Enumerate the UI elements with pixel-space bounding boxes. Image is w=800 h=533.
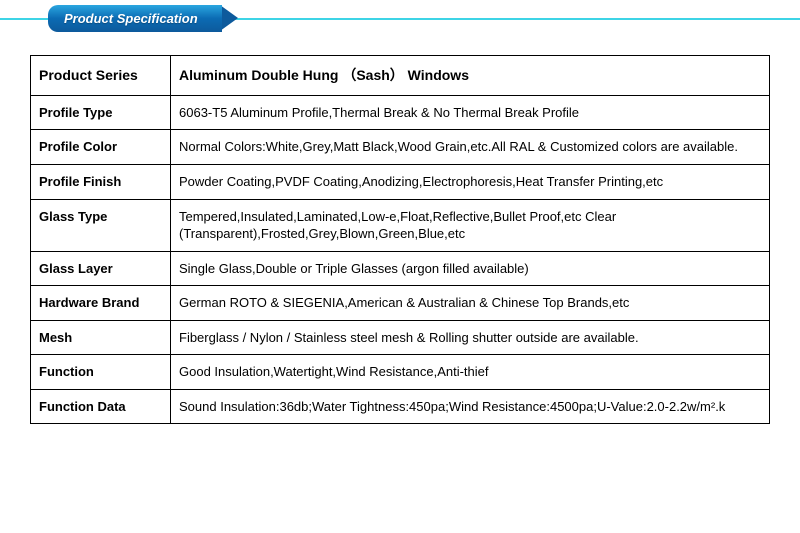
table-row: Profile FinishPowder Coating,PVDF Coatin…: [31, 164, 770, 199]
row-label: Glass Type: [31, 199, 171, 251]
row-label: Function Data: [31, 389, 171, 424]
table-row: Profile ColorNormal Colors:White,Grey,Ma…: [31, 130, 770, 165]
row-value: German ROTO & SIEGENIA,American & Austra…: [171, 286, 770, 321]
table-row: Profile Type6063-T5 Aluminum Profile,The…: [31, 95, 770, 130]
table-row: Glass LayerSingle Glass,Double or Triple…: [31, 251, 770, 286]
row-value: Single Glass,Double or Triple Glasses (a…: [171, 251, 770, 286]
table-title-label: Product Series: [31, 56, 171, 96]
section-badge-label: Product Specification: [48, 5, 222, 32]
row-label: Profile Type: [31, 95, 171, 130]
row-label: Mesh: [31, 320, 171, 355]
row-value: Fiberglass / Nylon / Stainless steel mes…: [171, 320, 770, 355]
section-badge-arrow-icon: [220, 5, 238, 31]
table-row: Hardware BrandGerman ROTO & SIEGENIA,Ame…: [31, 286, 770, 321]
header: Product Specification: [0, 0, 800, 40]
row-label: Glass Layer: [31, 251, 171, 286]
row-value: Powder Coating,PVDF Coating,Anodizing,El…: [171, 164, 770, 199]
specification-table-body: Product SeriesAluminum Double Hung （Sash…: [31, 56, 770, 424]
row-label: Function: [31, 355, 171, 390]
specification-table: Product SeriesAluminum Double Hung （Sash…: [30, 55, 770, 424]
row-label: Profile Color: [31, 130, 171, 165]
table-row: FunctionGood Insulation,Watertight,Wind …: [31, 355, 770, 390]
row-value: Normal Colors:White,Grey,Matt Black,Wood…: [171, 130, 770, 165]
row-value: Good Insulation,Watertight,Wind Resistan…: [171, 355, 770, 390]
table-row: MeshFiberglass / Nylon / Stainless steel…: [31, 320, 770, 355]
table-row: Function DataSound Insulation:36db;Water…: [31, 389, 770, 424]
row-label: Hardware Brand: [31, 286, 171, 321]
row-label: Profile Finish: [31, 164, 171, 199]
section-badge: Product Specification: [48, 5, 238, 31]
row-value: Sound Insulation:36db;Water Tightness:45…: [171, 389, 770, 424]
row-value: Tempered,Insulated,Laminated,Low-e,Float…: [171, 199, 770, 251]
table-header-row: Product SeriesAluminum Double Hung （Sash…: [31, 56, 770, 96]
table-row: Glass TypeTempered,Insulated,Laminated,L…: [31, 199, 770, 251]
table-title-value: Aluminum Double Hung （Sash） Windows: [171, 56, 770, 96]
row-value: 6063-T5 Aluminum Profile,Thermal Break &…: [171, 95, 770, 130]
